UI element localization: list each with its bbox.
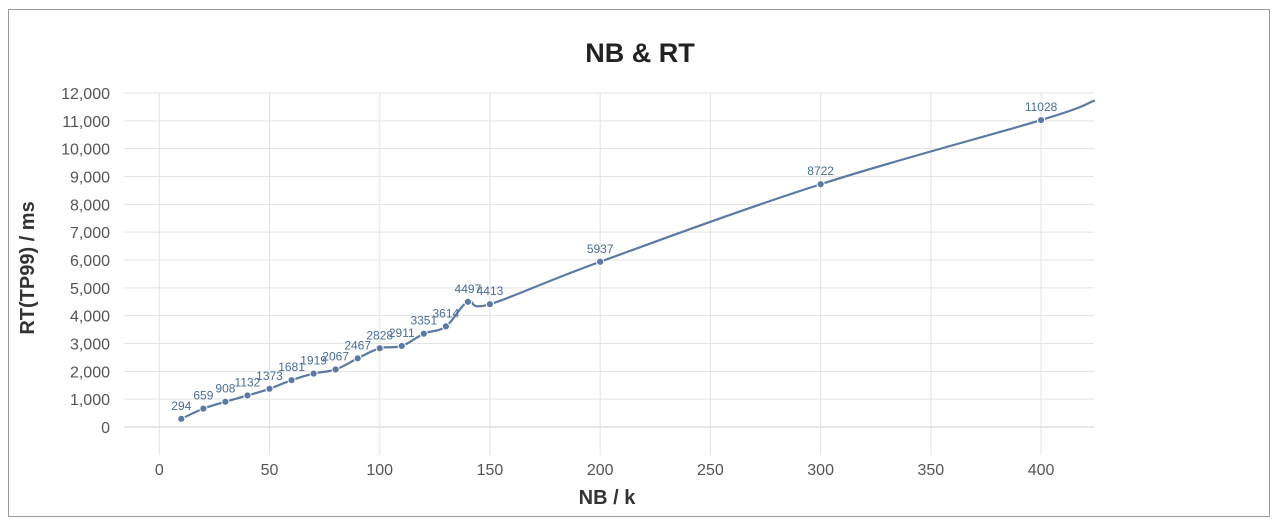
data-label: 1132	[235, 375, 261, 389]
data-point[interactable]	[199, 404, 208, 413]
x-tick-label: 200	[587, 462, 614, 479]
y-tick-label: 3,000	[70, 337, 110, 354]
data-point[interactable]	[596, 257, 605, 266]
data-label: 3614	[433, 306, 460, 320]
data-label: 294	[171, 399, 191, 413]
data-point[interactable]	[463, 297, 473, 306]
x-axis-title: NB / k	[579, 487, 637, 509]
data-point[interactable]	[816, 180, 825, 189]
data-label: 2067	[322, 349, 349, 363]
data-point[interactable]	[177, 414, 186, 423]
y-axis-title: RT(TP99) / ms	[17, 201, 39, 334]
y-tick-label: 0	[101, 420, 110, 437]
x-tick-label: 0	[155, 462, 164, 479]
data-point[interactable]	[375, 344, 384, 353]
data-label: 4497	[455, 282, 482, 296]
chart-frame	[8, 9, 1270, 517]
y-tick-label: 10,000	[61, 142, 110, 159]
data-label: 2828	[366, 328, 393, 342]
data-point[interactable]	[441, 322, 450, 331]
y-tick-label: 5,000	[70, 281, 110, 298]
data-point[interactable]	[331, 365, 340, 374]
data-label: 1373	[256, 369, 283, 383]
data-point[interactable]	[485, 300, 495, 309]
data-label: 1681	[278, 360, 305, 374]
y-tick-label: 7,000	[70, 225, 110, 242]
data-label: 5937	[587, 242, 614, 256]
y-tick-label: 6,000	[70, 253, 110, 270]
data-label: 2467	[344, 338, 371, 352]
x-tick-label: 400	[1028, 462, 1055, 479]
x-tick-label: 50	[261, 462, 279, 479]
x-tick-label: 300	[807, 462, 834, 479]
x-tick-label: 250	[697, 462, 724, 479]
x-tick-label: 150	[477, 462, 504, 479]
data-point[interactable]	[221, 397, 230, 406]
data-point[interactable]	[265, 384, 274, 393]
y-tick-label: 1,000	[70, 392, 110, 409]
data-point[interactable]	[243, 391, 252, 400]
data-point[interactable]	[397, 341, 406, 351]
data-point[interactable]	[287, 376, 296, 385]
y-tick-label: 11,000	[62, 114, 110, 131]
data-label: 4413	[477, 284, 504, 298]
chart-title: NB & RT	[585, 38, 695, 68]
data-label: 659	[193, 389, 213, 403]
data-label: 2911	[389, 326, 415, 340]
data-label: 3351	[410, 314, 437, 328]
data-point[interactable]	[1036, 115, 1046, 125]
data-label: 1919	[300, 354, 327, 368]
data-point[interactable]	[419, 329, 428, 338]
data-point[interactable]	[309, 369, 318, 378]
y-tick-label: 4,000	[70, 309, 110, 326]
y-tick-label: 9,000	[70, 170, 110, 187]
y-tick-label: 12,000	[61, 86, 110, 103]
x-tick-label: 100	[366, 462, 393, 479]
y-tick-label: 2,000	[70, 364, 110, 381]
data-point[interactable]	[353, 354, 362, 363]
data-label: 908	[215, 382, 235, 396]
x-tick-label: 350	[918, 462, 945, 479]
y-tick-label: 8,000	[70, 197, 110, 214]
data-label: 8722	[807, 164, 834, 178]
data-label: 11028	[1025, 100, 1058, 114]
